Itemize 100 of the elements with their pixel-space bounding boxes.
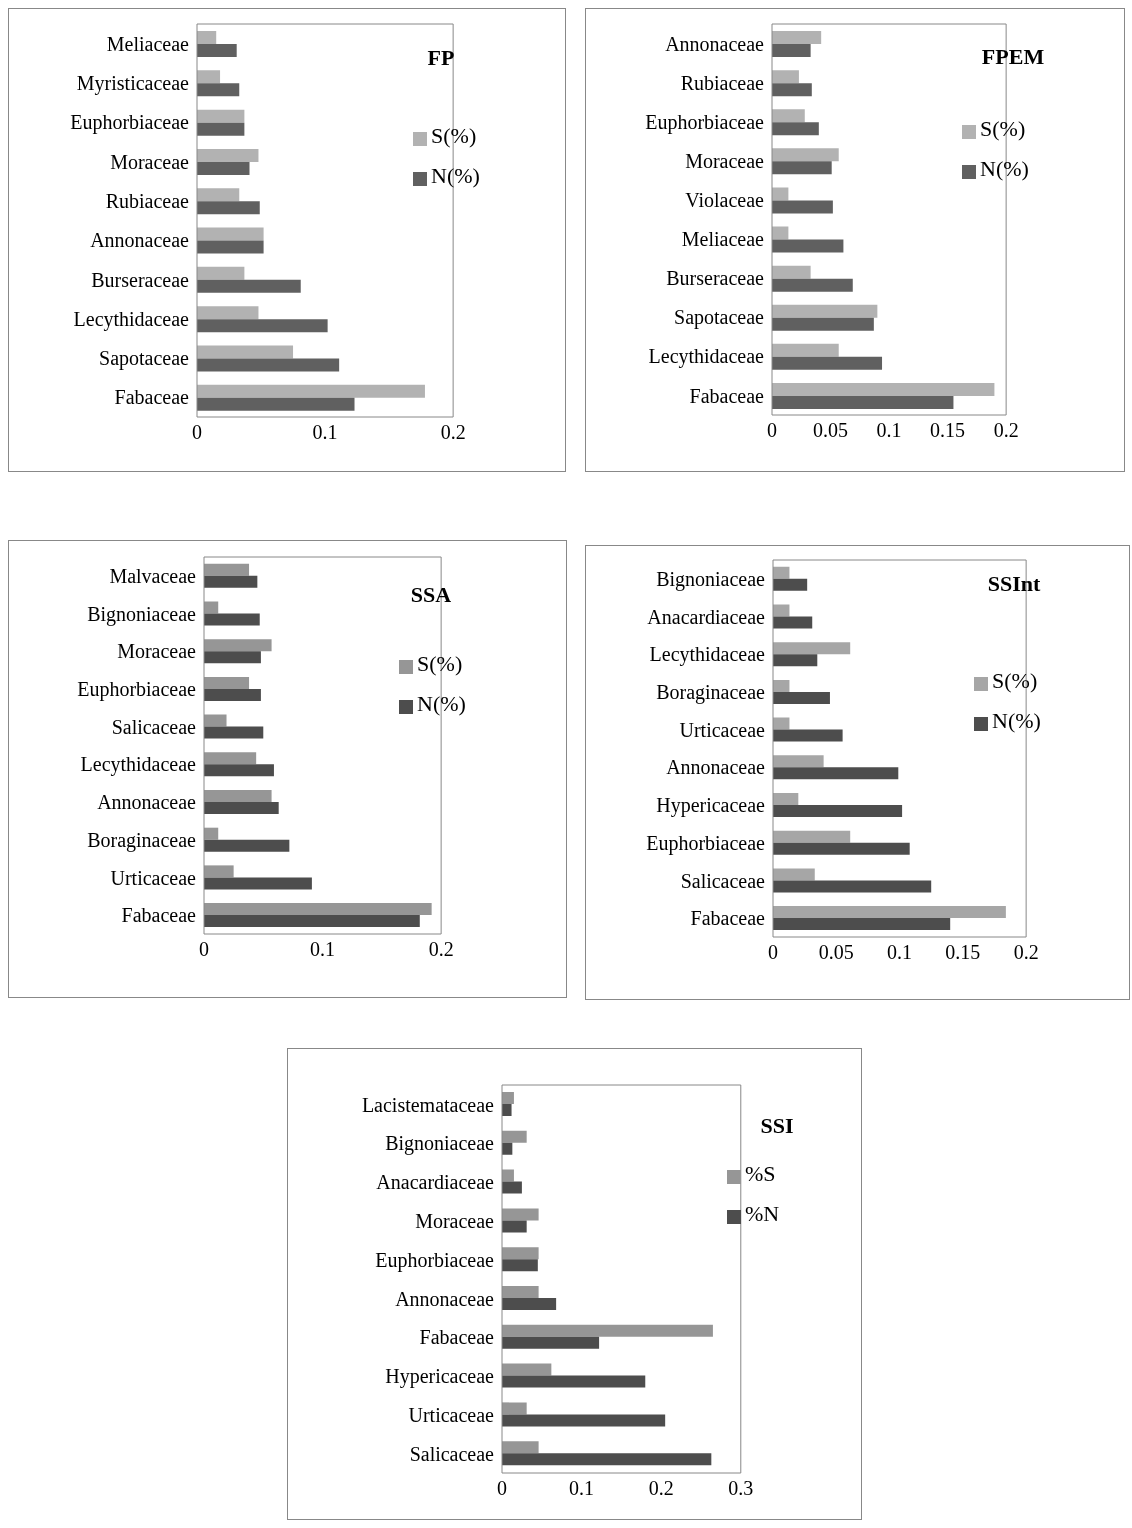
bar	[773, 654, 818, 667]
y-tick-label: Meliaceae	[681, 228, 765, 251]
bar	[772, 200, 833, 214]
y-tick-label: Bignoniaceae	[87, 602, 197, 626]
y-tick-label: Annonaceae	[665, 32, 765, 55]
y-tick-label: Lecythidaceae	[649, 643, 766, 667]
bar	[773, 880, 932, 893]
bar	[773, 804, 903, 817]
legend-label: S(%)	[992, 668, 1038, 693]
bar	[204, 575, 258, 588]
y-tick-label: Euphorbiaceae	[645, 110, 765, 134]
bar	[772, 265, 811, 279]
bar	[772, 187, 789, 201]
y-tick-label: Moraceae	[415, 1209, 495, 1232]
bar	[773, 578, 808, 591]
x-tick-label: 0.2	[428, 938, 454, 961]
y-tick-label: Meliaceae	[106, 32, 190, 55]
bar	[204, 639, 272, 652]
bar	[502, 1297, 557, 1310]
bar	[197, 83, 240, 97]
text: FP	[427, 45, 455, 71]
bar	[773, 717, 790, 730]
bar	[502, 1375, 646, 1388]
legend-label: N(%)	[992, 708, 1041, 733]
x-tick-label: 0	[767, 419, 777, 442]
bar	[204, 676, 250, 689]
bar	[502, 1247, 539, 1260]
bar	[197, 161, 250, 175]
bar	[773, 616, 813, 629]
bar	[204, 726, 264, 739]
y-tick-label: Lecythidaceae	[648, 345, 765, 369]
y-tick-label: Anacardiaceae	[647, 605, 766, 628]
legend-label: %N	[745, 1201, 780, 1226]
bar	[772, 239, 844, 253]
text: SSInt	[987, 571, 1041, 597]
bar	[502, 1453, 712, 1466]
bar	[502, 1414, 666, 1427]
bar	[502, 1220, 527, 1233]
bar	[502, 1441, 539, 1454]
bar	[197, 148, 259, 162]
bar	[502, 1402, 527, 1415]
legend-label: S(%)	[431, 123, 477, 148]
y-tick-label: Urticaceae	[679, 718, 766, 741]
bar	[204, 877, 312, 890]
y-tick-label: Burseraceae	[91, 268, 190, 291]
y-tick-label: Urticaceae	[408, 1403, 495, 1426]
y-tick-label: Fabaceae	[689, 384, 765, 407]
y-tick-label: Moraceae	[685, 149, 765, 172]
bar	[772, 109, 805, 123]
y-tick-label: Anacardiaceae	[376, 1171, 495, 1194]
bar	[204, 688, 261, 701]
y-tick-label: Rubiaceae	[105, 189, 190, 212]
bar	[197, 201, 260, 215]
text: FPEM	[981, 44, 1045, 70]
bar	[204, 903, 432, 916]
bar	[204, 714, 227, 727]
bar	[772, 343, 839, 357]
bar	[502, 1181, 522, 1194]
bar	[773, 679, 790, 692]
bar	[197, 31, 217, 45]
bar	[197, 122, 245, 136]
bar	[204, 563, 250, 576]
y-tick-label: Moraceae	[117, 640, 197, 663]
bar	[197, 266, 245, 280]
y-tick-label: Fabaceae	[121, 904, 197, 927]
bar	[773, 830, 851, 843]
bar	[772, 226, 789, 240]
y-tick-label: Rubiaceae	[680, 71, 765, 94]
bar	[197, 109, 245, 123]
x-tick-label: 0	[199, 938, 209, 961]
bar	[773, 729, 843, 742]
bar	[773, 918, 951, 931]
y-tick-label: Moraceae	[110, 150, 190, 173]
y-tick-label: Boraginaceae	[656, 681, 766, 705]
y-tick-label: Salicaceae	[409, 1442, 495, 1465]
y-tick-label: Salicaceae	[680, 869, 766, 892]
bar	[772, 317, 874, 331]
bar	[502, 1285, 539, 1298]
y-tick-label: Annonaceae	[90, 229, 190, 252]
legend-label: N(%)	[980, 156, 1029, 181]
y-tick-label: Lecythidaceae	[80, 753, 197, 777]
x-tick-label: 0	[192, 421, 202, 444]
bar	[772, 44, 811, 58]
bar	[197, 319, 328, 333]
y-tick-label: Malvaceae	[109, 564, 197, 587]
bar	[502, 1103, 512, 1116]
bar	[502, 1336, 600, 1349]
x-tick-label: 0.1	[887, 941, 913, 964]
y-tick-label: Myristicaceae	[76, 72, 190, 96]
bar	[197, 384, 425, 398]
bar	[197, 358, 340, 372]
x-tick-label: 0.2	[440, 421, 466, 444]
bar	[204, 827, 219, 840]
y-tick-label: Fabaceae	[114, 386, 190, 409]
bar	[197, 279, 301, 293]
bar	[204, 865, 234, 878]
bar	[773, 842, 910, 855]
y-tick-label: Annonaceae	[97, 791, 197, 814]
x-tick-label: 0.05	[813, 419, 849, 442]
x-tick-label: 0.2	[648, 1477, 674, 1500]
